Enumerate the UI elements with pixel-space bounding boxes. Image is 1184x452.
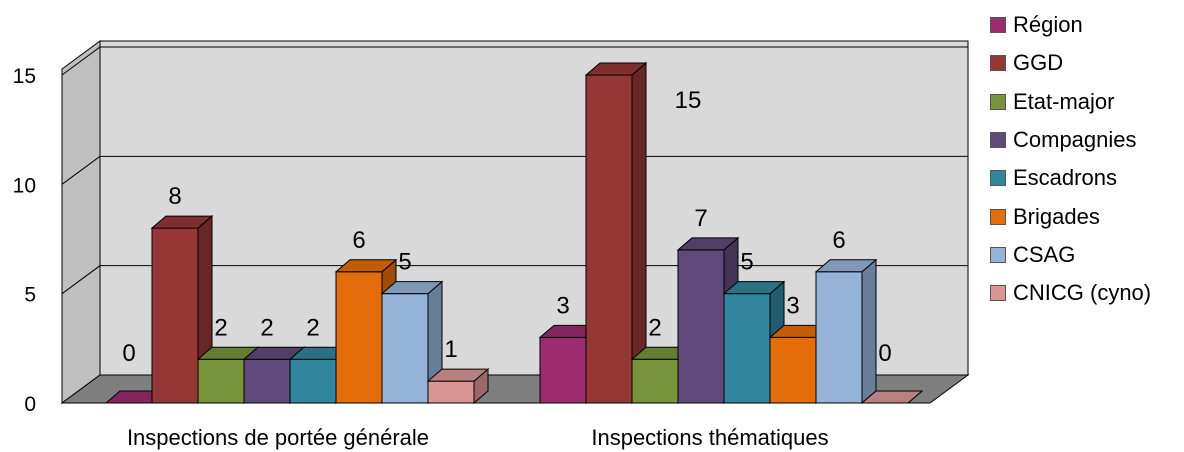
legend-label: Région [1013,12,1083,38]
side-wall [61,40,101,404]
bar-top [334,259,398,273]
data-label: 6 [352,227,365,254]
legend-item: CSAG [990,236,1151,274]
legend-swatch [990,17,1006,34]
data-label: 6 [832,227,845,254]
bar-top [150,215,214,229]
bar-front [427,380,475,404]
bar-front [381,293,429,404]
data-label: 2 [214,314,227,341]
gridline [61,46,968,76]
bar [814,258,878,405]
legend-item: Escadrons [990,159,1151,197]
x-tick-label: Inspections thématiques [591,425,828,450]
bar-front [243,358,291,404]
bar-front [289,358,337,404]
legend-item: Compagnies [990,121,1151,159]
y-tick-label: 15 [13,65,36,88]
bar-front [769,336,817,404]
legend-swatch [990,285,1006,302]
data-label: 5 [398,249,411,276]
bar-front [539,336,587,404]
legend-swatch [990,246,1006,263]
bar-front [585,74,633,404]
data-label: 1 [444,336,457,363]
legend-swatch [990,170,1006,187]
bar-top [676,237,740,251]
data-label: 0 [122,340,135,367]
data-label: 2 [648,314,661,341]
bar-front [197,358,245,404]
legend-swatch [990,208,1006,225]
legend-label: CSAG [1013,241,1076,267]
legend-swatch [990,93,1006,110]
bar-front [677,249,725,404]
data-label: 3 [556,292,569,319]
bar [426,368,490,405]
legend-label: Compagnies [1013,127,1137,153]
data-label: 0 [878,340,891,367]
legend-item: CNICG (cyno) [990,274,1151,312]
legend-label: GGD [1013,50,1064,76]
legend-label: CNICG (cyno) [1013,280,1152,306]
bar-top [860,390,924,404]
data-label: 2 [306,314,319,341]
data-label: 7 [694,205,707,232]
legend-item: Brigades [990,197,1151,235]
legend-label: Escadrons [1013,165,1117,191]
gridline [61,155,968,185]
bar-top [380,281,444,295]
data-label: 3 [786,292,799,319]
bar-top [426,368,490,382]
bar-top [584,62,648,76]
legend-swatch [990,55,1006,72]
legend-item: GGD [990,44,1151,82]
bar-front [723,293,771,404]
legend-label: Etat-major [1013,88,1115,114]
data-label: 2 [260,314,273,341]
bar [584,61,648,405]
bar [860,390,924,404]
bar-front [335,271,383,404]
y-tick-label: 5 [24,284,36,307]
bar-front [631,358,679,404]
y-tick-label: 10 [13,174,36,197]
bar-side [861,258,877,405]
legend-label: Brigades [1013,203,1100,229]
bar-top [722,281,786,295]
x-tick-label: Inspections de portée générale [127,425,429,450]
legend-swatch [990,132,1006,149]
y-tick-label: 0 [24,393,36,416]
data-label: 15 [675,87,702,114]
legend: Région GGD Etat-major Compagnies Escadrons Br… [990,6,1151,312]
bar-top [814,259,878,273]
data-label: 8 [168,183,181,210]
legend-item: Etat-major [990,83,1151,121]
data-label: 5 [740,249,753,276]
bar-front [151,227,199,404]
legend-item: Région [990,6,1151,44]
bar-front [815,271,863,404]
